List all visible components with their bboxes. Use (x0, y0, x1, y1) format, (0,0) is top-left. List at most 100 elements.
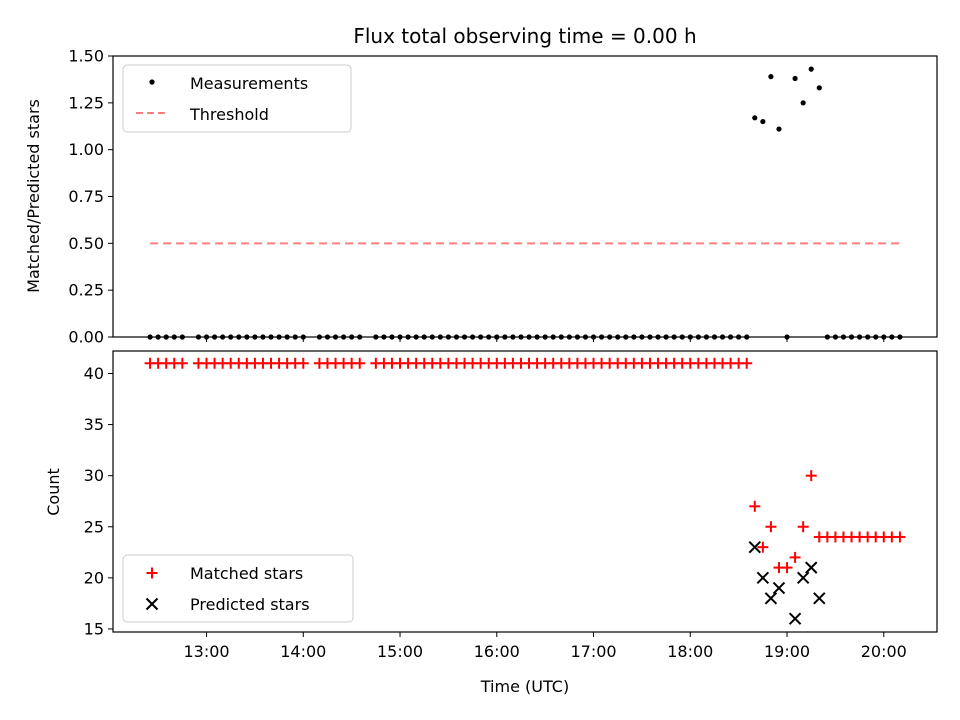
measurement-point (236, 334, 242, 340)
matched-star-point (781, 562, 793, 574)
measurement-point (220, 334, 226, 340)
measurement-point (268, 334, 274, 340)
measurement-point (808, 66, 814, 72)
measurement-point (381, 334, 387, 340)
measurement-point (687, 334, 693, 340)
measurement-point (736, 334, 742, 340)
measurement-point (558, 334, 564, 340)
matched-star-point (765, 521, 777, 533)
measurement-point (445, 334, 452, 340)
top-y-tick-label: 0.75 (68, 187, 104, 206)
measurement-point (316, 334, 323, 340)
legend-measurements-marker (149, 79, 155, 85)
measurement-point (413, 334, 419, 340)
legend-predicted-label: Predicted stars (190, 595, 310, 614)
predicted-star-point-b (756, 571, 770, 585)
measurement-point (695, 334, 701, 340)
measurement-point (429, 334, 435, 340)
matched-star-point (894, 531, 906, 543)
bottom-y-tick-label: 15 (84, 619, 104, 638)
bottom-y-tick-label: 35 (84, 415, 104, 434)
legend-predicted-marker-b (145, 597, 159, 611)
legend-measurements-label: Measurements (190, 74, 308, 93)
measurement-point (873, 334, 879, 340)
bottom-x-tick-label: 16:00 (474, 642, 520, 661)
measurement-point (518, 334, 524, 340)
matched-star-point (741, 357, 753, 369)
measurement-point (856, 334, 863, 340)
measurement-point (574, 334, 581, 340)
measurement-point (211, 334, 218, 340)
bottom-legend-box (122, 554, 354, 623)
measurement-point (357, 334, 363, 340)
measurement-point (421, 334, 427, 340)
predicted-star-point (796, 571, 810, 585)
measurement-point (332, 334, 339, 340)
matched-star-point (176, 357, 188, 369)
measurement-point (292, 334, 298, 340)
measurement-point (373, 334, 379, 340)
top-panel: 0.00 0.25 0.50 0.75 1.00 1.25 1.50 Measurements… (68, 47, 938, 347)
measurement-point (478, 334, 484, 340)
bottom-legend: Matched stars Predicted stars (122, 554, 354, 623)
measurement-point (744, 334, 750, 340)
measurement-point (260, 334, 266, 340)
measurement-point (889, 334, 895, 340)
top-y-tick-label: 1.00 (68, 140, 104, 159)
measurement-point (155, 334, 161, 340)
measurement-point (792, 75, 798, 82)
measurement-point (607, 334, 613, 340)
bottom-y-tick-label: 25 (84, 517, 104, 536)
measurement-point (615, 334, 621, 340)
measurement-point (703, 334, 710, 340)
top-y-tick-label: 1.50 (68, 47, 104, 66)
measurement-point (832, 334, 839, 340)
measurement-point (752, 115, 758, 121)
measurement-point (494, 334, 500, 340)
measurement-point (244, 334, 250, 340)
measurement-point (719, 334, 726, 340)
legend-threshold-label: Threshold (189, 105, 269, 124)
bottom-y-axis-label: Count (44, 468, 63, 516)
measurement-point (171, 334, 177, 340)
top-legend-box (122, 64, 352, 133)
measurement-point (768, 74, 774, 80)
matched-star-point (757, 541, 769, 553)
top-legend: Measurements Threshold (122, 64, 352, 133)
bottom-x-tick-label: 15:00 (377, 642, 423, 661)
bottom-x-tick-label: 17:00 (570, 642, 616, 661)
bottom-x-tick-label: 20:00 (861, 642, 907, 661)
predicted-star-point (764, 592, 778, 605)
measurement-point (389, 334, 395, 340)
measurement-point (195, 334, 202, 340)
predicted-star-point (788, 612, 802, 625)
measurement-point (727, 334, 734, 340)
predicted-star-point (805, 561, 818, 574)
measurement-point (776, 126, 782, 132)
measurement-point (631, 334, 637, 340)
measurement-point (582, 334, 589, 340)
measurement-point (840, 334, 847, 340)
chart-title: Flux total observing time = 0.00 h (353, 24, 696, 48)
predicted-star-point-b (788, 612, 802, 625)
measurement-point (760, 118, 766, 125)
predicted-star-point (748, 540, 761, 554)
matched-star-point (797, 521, 809, 533)
measurement-point (461, 334, 468, 340)
measurement-point (163, 334, 169, 340)
measurement-point (252, 334, 258, 340)
measurement-point (437, 334, 443, 340)
measurement-point (824, 334, 830, 340)
measurement-point (147, 334, 153, 340)
measurement-point (340, 334, 347, 340)
measurement-point (324, 334, 331, 340)
measurement-point (510, 334, 516, 340)
measurement-point (453, 334, 460, 340)
measurement-point (300, 334, 306, 340)
measurement-point (469, 334, 476, 340)
measurement-point (405, 334, 411, 340)
matched-star-point (354, 357, 366, 369)
legend-predicted-marker (145, 597, 159, 611)
predicted-star-point (756, 571, 770, 585)
